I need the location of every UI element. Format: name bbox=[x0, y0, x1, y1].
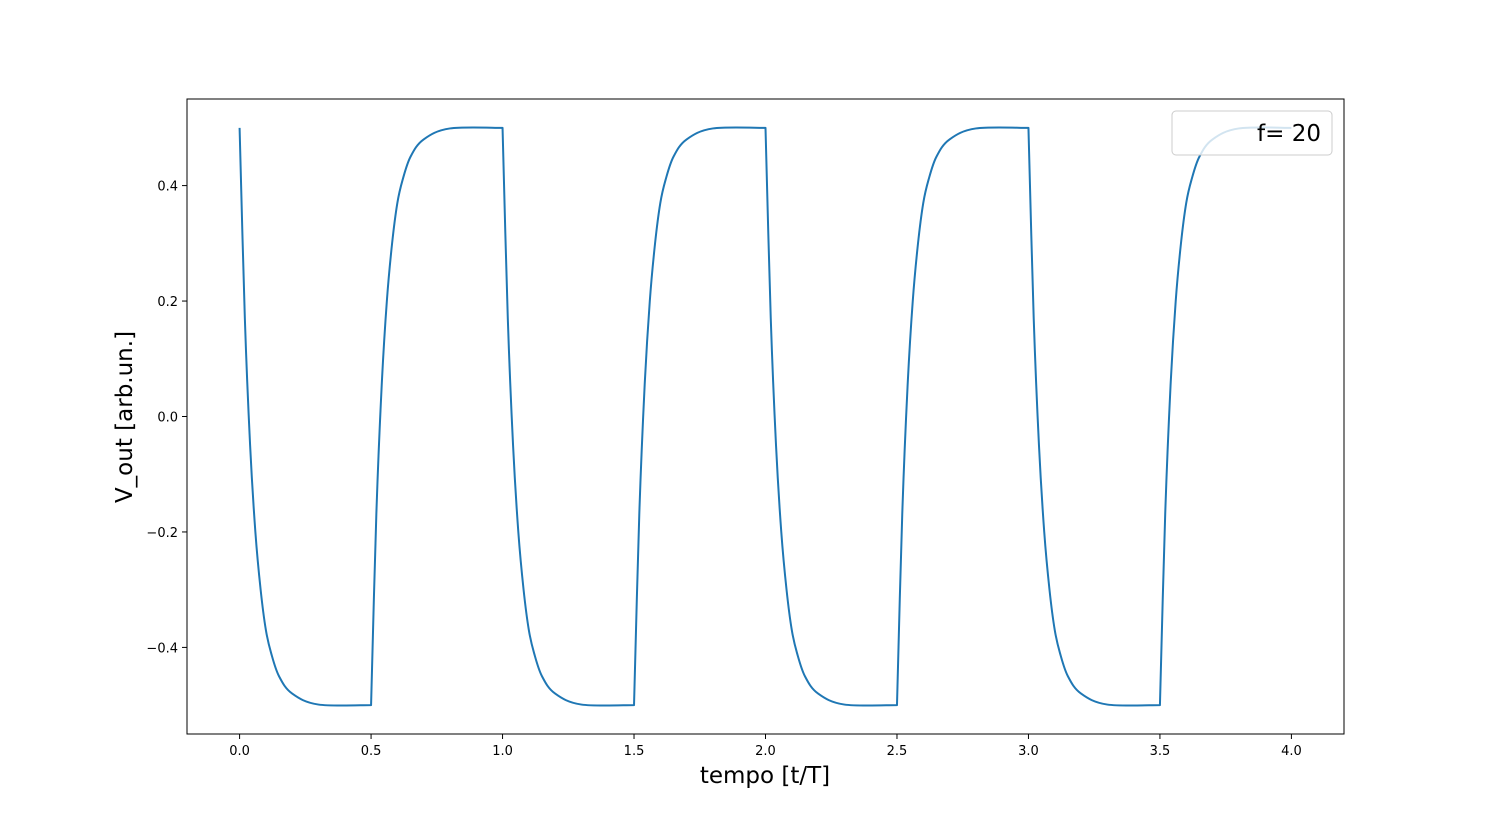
x-tick-label: 0.0 bbox=[229, 744, 250, 759]
legend: f= 20 bbox=[1171, 110, 1333, 156]
x-axis-label: tempo [t/T] bbox=[700, 763, 830, 789]
x-tick-label: 3.5 bbox=[1150, 744, 1171, 759]
y-tick-label: 0.2 bbox=[157, 295, 178, 310]
x-tick-label: 2.5 bbox=[887, 744, 908, 759]
x-tick-label: 3.0 bbox=[1018, 744, 1039, 759]
y-tick-label: 0.0 bbox=[157, 411, 178, 426]
x-tick-label: 4.0 bbox=[1281, 744, 1302, 759]
y-tick-label: −0.2 bbox=[146, 526, 178, 541]
x-axis-ticks: 0.0 0.5 1.0 1.5 2.0 2.5 3.0 3.5 4.0 bbox=[229, 734, 1302, 759]
x-tick-label: 1.0 bbox=[492, 744, 513, 759]
y-axis-ticks: −0.4 −0.2 0.0 0.2 0.4 bbox=[146, 180, 187, 656]
y-axis-label: V_out [arb.un.] bbox=[112, 331, 138, 503]
series-layer bbox=[238, 126, 1292, 707]
plot-area-frame bbox=[186, 98, 1345, 735]
legend-box bbox=[1171, 110, 1333, 156]
y-tick-label: 0.4 bbox=[157, 180, 178, 195]
y-tick-label: −0.4 bbox=[146, 641, 178, 656]
x-tick-label: 1.5 bbox=[624, 744, 645, 759]
legend-entry-label: f= 20 bbox=[1257, 121, 1321, 147]
series-line bbox=[238, 126, 1292, 707]
x-tick-label: 0.5 bbox=[361, 744, 382, 759]
x-tick-label: 2.0 bbox=[755, 744, 776, 759]
